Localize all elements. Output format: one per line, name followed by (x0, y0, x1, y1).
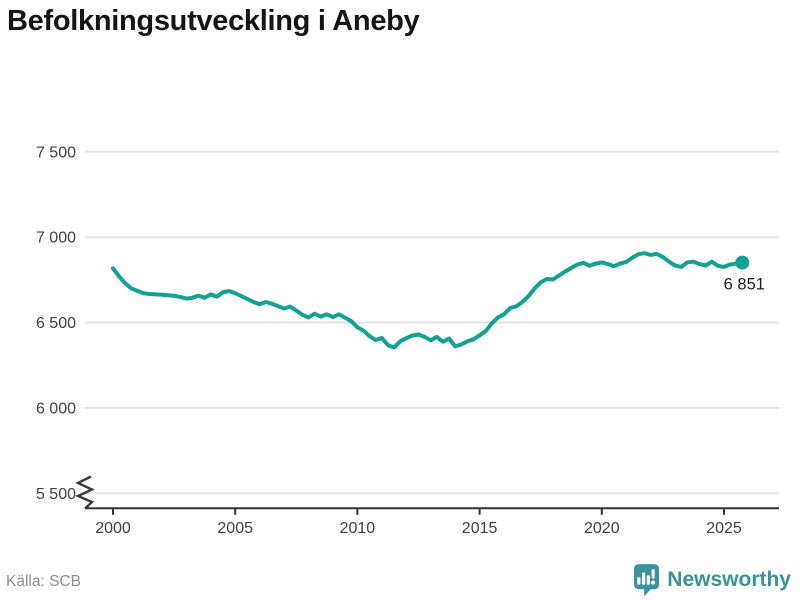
page-title: Befolkningsutveckling i Aneby (7, 5, 420, 37)
newsworthy-icon (634, 564, 660, 597)
end-point-marker (735, 255, 750, 270)
y-tick-label: 7 500 (36, 144, 76, 161)
x-tick-label: 2005 (217, 520, 253, 537)
x-tick-label: 2015 (462, 520, 498, 537)
series (111, 251, 750, 350)
source-label: Källa: SCB (6, 573, 81, 590)
axis-break-icon (75, 475, 95, 510)
x-tick-label: 2025 (706, 520, 742, 537)
x-tick-label: 2010 (340, 520, 376, 537)
axes: 7 500 7 000 6 500 6 000 5 500 2000 2005 2010 201… (36, 144, 779, 537)
y-tick-label: 5 500 (36, 486, 76, 503)
x-tick-label: 2020 (584, 520, 620, 537)
end-value-label: 6 851 (724, 276, 765, 294)
newsworthy-logo[interactable]: Newsworthy (633, 563, 791, 597)
y-tick-label: 7 000 (36, 230, 76, 247)
y-tick-label: 6 500 (36, 315, 76, 332)
newsworthy-wordmark: Newsworthy (667, 568, 791, 591)
y-tick-label: 6 000 (36, 400, 76, 417)
population-line (111, 251, 745, 350)
x-tick-label: 2000 (95, 520, 131, 537)
gridlines (85, 150, 779, 495)
